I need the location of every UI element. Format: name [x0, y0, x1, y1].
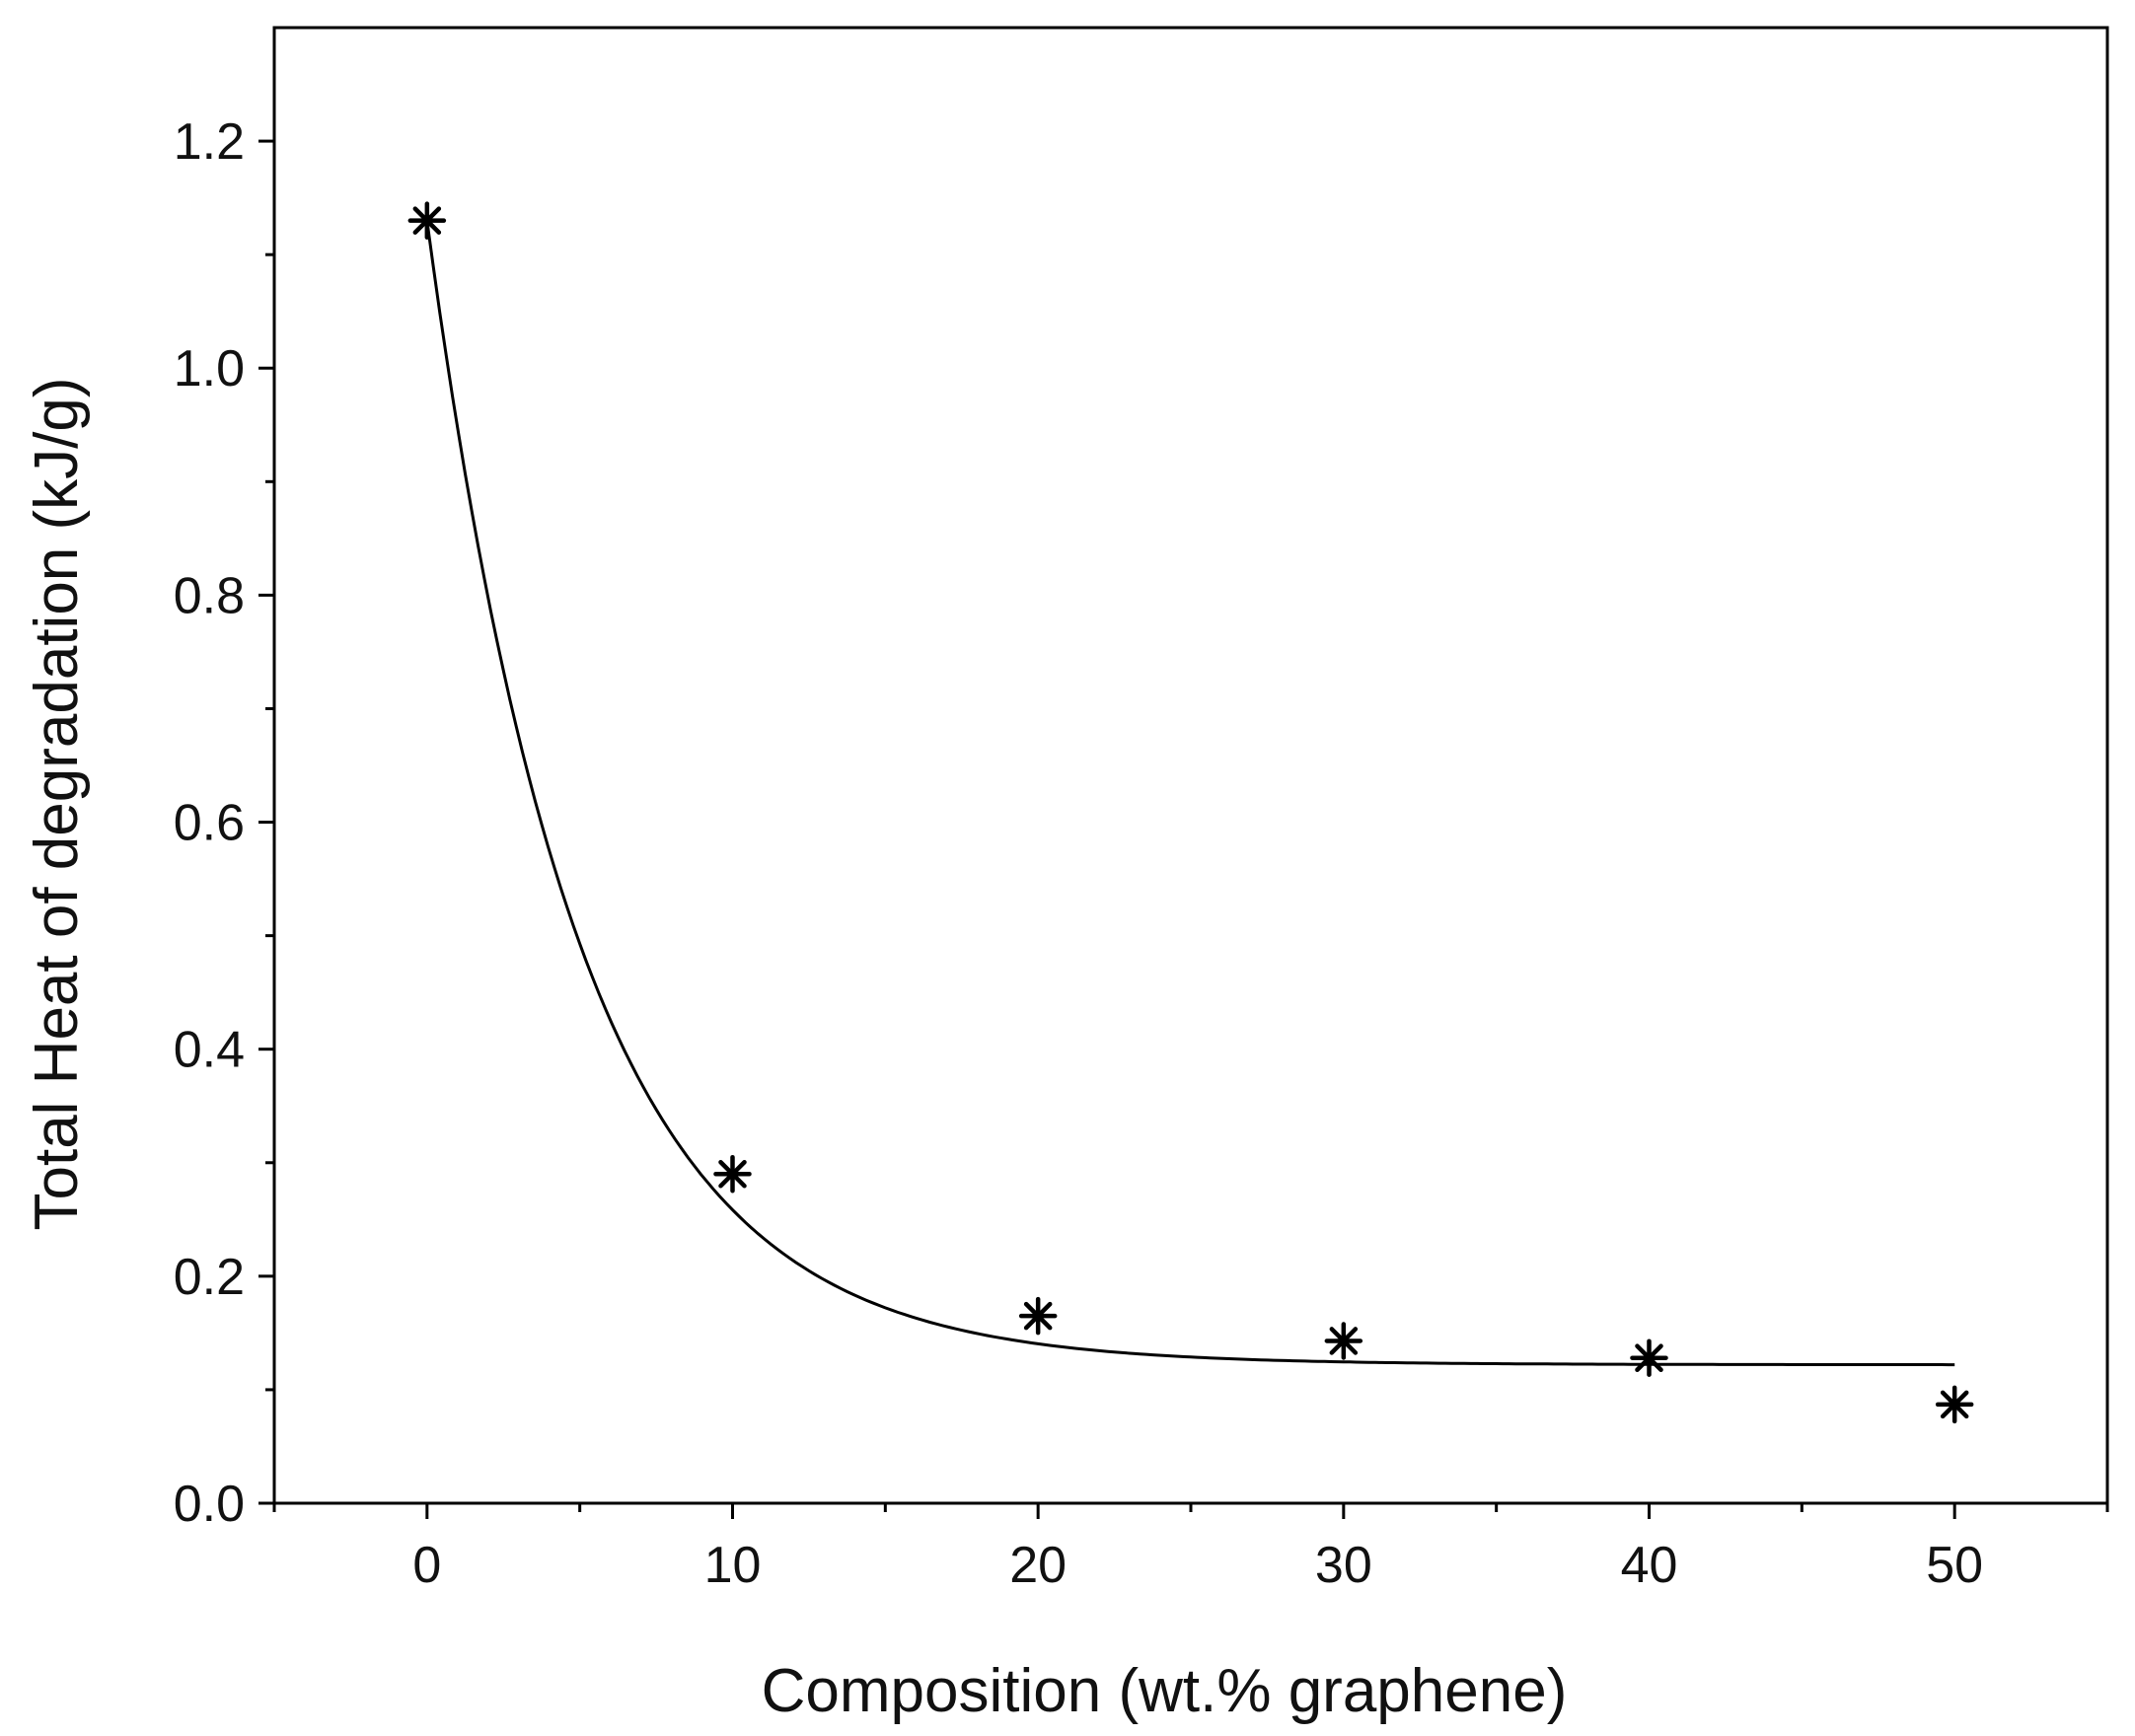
- asterisk-stroke: [1635, 1343, 1663, 1372]
- data-point: [1935, 1385, 1974, 1424]
- data-point: [1018, 1296, 1058, 1336]
- data-point: [1630, 1338, 1668, 1377]
- y-tick-label: 0.6: [174, 795, 245, 852]
- fit-curve-layer: [425, 220, 1955, 1367]
- fit-curve-line: [425, 220, 1955, 1367]
- y-tick-label: 0.8: [174, 567, 245, 624]
- x-tick-label: 10: [704, 1537, 762, 1594]
- y-axis-title: Total Heat of degradation (kJ/g): [23, 377, 91, 1230]
- data-point: [1324, 1322, 1363, 1360]
- x-tick-label: 50: [1926, 1537, 1983, 1594]
- x-tick-label: 20: [1009, 1537, 1067, 1594]
- plot-frame-layer: [272, 26, 2109, 1505]
- asterisk-stroke: [412, 206, 442, 235]
- x-tick-label: 30: [1315, 1537, 1372, 1594]
- asterisk-stroke: [1023, 1301, 1053, 1331]
- y-tick-label: 0.4: [174, 1022, 245, 1079]
- asterisk-stroke: [718, 1160, 747, 1189]
- axis-ticks: 0 10 20 30 40 50 0.0 0.2 0.4 0.6 0.8 1.0 1.2: [174, 113, 2109, 1594]
- x-tick-label: 0: [412, 1537, 441, 1594]
- data-markers: [407, 201, 1974, 1424]
- y-tick-label: 1.2: [174, 113, 245, 171]
- data-point: [407, 201, 447, 240]
- plot-frame: [272, 26, 2109, 1505]
- asterisk-stroke: [1940, 1390, 1969, 1419]
- x-axis-title: Composition (wt.% graphene): [762, 1657, 1568, 1725]
- asterisk-stroke: [1329, 1327, 1359, 1355]
- data-point: [713, 1155, 752, 1194]
- y-tick-label: 1.0: [174, 340, 245, 398]
- y-tick-label: 0.0: [174, 1476, 245, 1533]
- x-tick-label: 40: [1621, 1537, 1678, 1594]
- y-tick-label: 0.2: [174, 1249, 245, 1306]
